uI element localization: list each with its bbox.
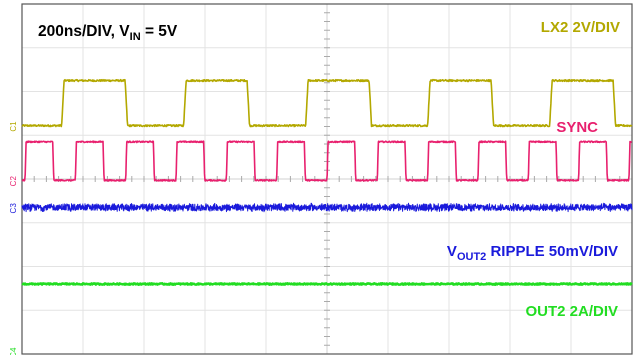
- timebase-label: 200ns/DIV, VIN = 5V: [38, 23, 178, 43]
- channel-marker-1: C1: [9, 121, 18, 132]
- trace-3: [21, 202, 633, 213]
- channel-marker-2: C2: [9, 176, 18, 187]
- screen-border: [21, 3, 633, 355]
- trace-2: [21, 140, 633, 182]
- legend-sync: SYNC: [556, 119, 598, 136]
- traces: [21, 78, 633, 286]
- channel-marker-4: C4: [9, 347, 18, 355]
- legend-vout2-ripple: VOUT2 RIPPLE 50mV/DIV: [447, 243, 618, 263]
- graticule: [21, 3, 633, 355]
- channel-markers: C1 C2 C3 C4: [9, 121, 18, 355]
- trace-1: [21, 78, 633, 128]
- legend-lx2: LX2 2V/DIV: [541, 19, 620, 36]
- trace-4: [21, 282, 633, 286]
- legend-out2: OUT2 2A/DIV: [525, 303, 618, 320]
- channel-marker-3: C3: [9, 203, 18, 214]
